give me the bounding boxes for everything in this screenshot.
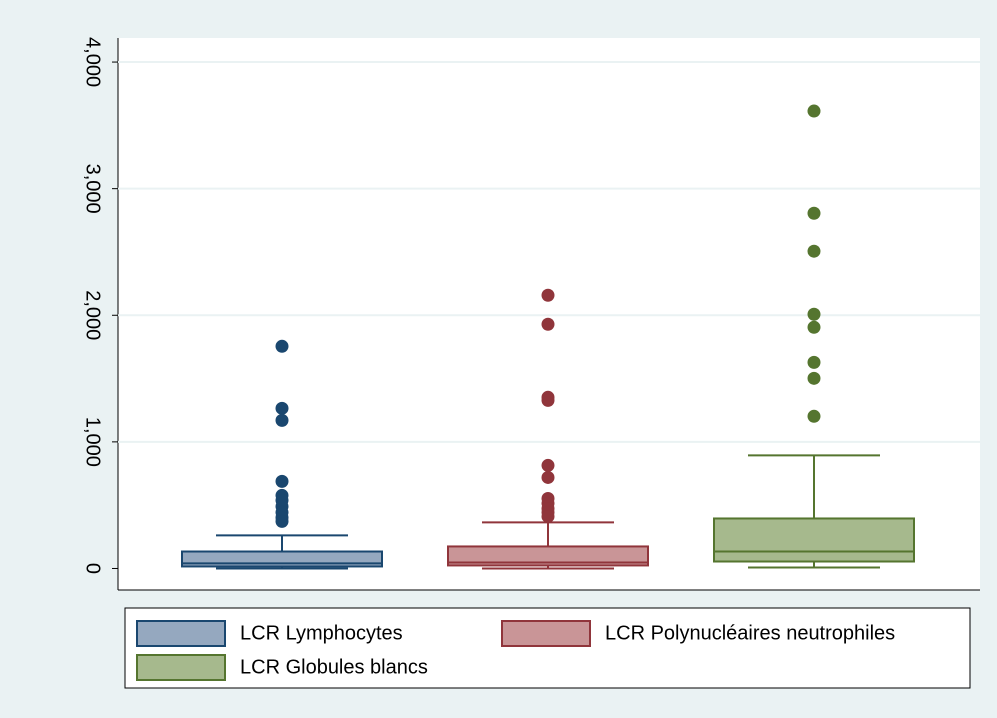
- legend-key: [136, 620, 226, 647]
- y-tick-label: 0: [82, 563, 104, 574]
- outlier: [807, 355, 821, 369]
- box: [447, 545, 649, 567]
- outlier: [807, 320, 821, 334]
- outlier: [275, 413, 289, 427]
- outlier: [275, 474, 289, 488]
- legend-label: LCR Globules blancs: [240, 656, 428, 678]
- outlier: [275, 339, 289, 353]
- outlier: [541, 288, 555, 302]
- outlier: [541, 317, 555, 331]
- y-tick-label: 1,000: [82, 417, 104, 467]
- outlier: [275, 401, 289, 415]
- outlier: [541, 393, 555, 407]
- legend-key: [501, 620, 591, 647]
- y-tick-label: 3,000: [82, 164, 104, 214]
- outlier: [275, 514, 289, 528]
- outlier: [807, 104, 821, 118]
- outlier: [807, 206, 821, 220]
- outlier: [541, 470, 555, 484]
- legend-label: LCR Lymphocytes: [240, 622, 403, 644]
- legend-label: LCR Polynucléaires neutrophiles: [605, 622, 895, 644]
- outlier: [541, 509, 555, 523]
- outlier: [807, 244, 821, 258]
- outlier: [541, 458, 555, 472]
- outlier: [807, 307, 821, 321]
- outlier: [807, 409, 821, 423]
- outlier: [807, 371, 821, 385]
- y-tick-label: 2,000: [82, 290, 104, 340]
- y-tick-label: 4,000: [82, 37, 104, 87]
- legend-key: [136, 654, 226, 681]
- box: [713, 517, 915, 563]
